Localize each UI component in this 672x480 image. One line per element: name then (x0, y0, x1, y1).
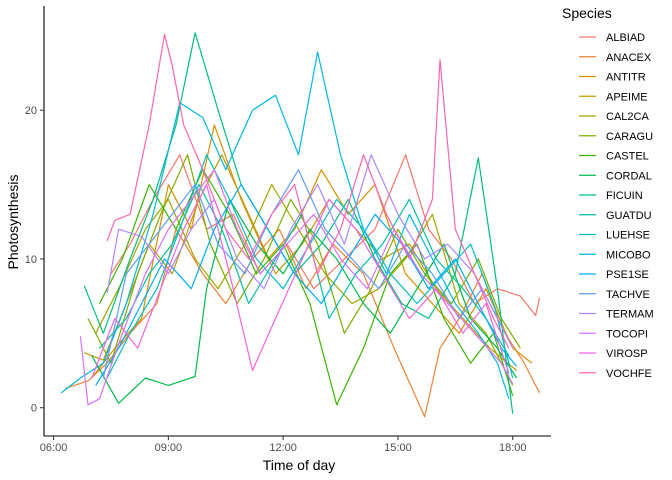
legend-label-tocopi: TOCOPI (606, 328, 648, 340)
series-line-tachve (102, 169, 506, 379)
legend-label-cordal: CORDAL (606, 170, 652, 182)
series-line-pse1se (95, 183, 518, 386)
legend-label-ficuin: FICUIN (606, 190, 643, 202)
legend-label-caragu: CARAGU (606, 131, 653, 143)
legend-label-guatdu: GUATDU (606, 210, 652, 222)
legend-label-castel: CASTEL (606, 151, 649, 163)
y-axis-title: Photosynthesis (5, 175, 21, 270)
y-tick-label: 20 (25, 105, 37, 117)
x-tick-label: 15:00 (384, 442, 412, 454)
legend-label-antitr: ANTITR (606, 72, 646, 84)
series-line-cal2ca (95, 183, 514, 386)
legend-items: ALBIAD ANACEX ANTITR APEIME CAL2CA CARAGU CAST… (579, 32, 654, 380)
x-tick-label: 09:00 (155, 442, 183, 454)
series-line-castel (98, 169, 514, 406)
legend-label-micobo: MICOBO (606, 249, 651, 261)
x-axis-ticks: 06:00 09:00 12:00 15:00 18:00 (40, 436, 527, 454)
series-line-virosp (91, 183, 510, 379)
legend-label-termam: TERMAM (606, 309, 654, 321)
x-tick-label: 06:00 (40, 442, 68, 454)
legend-label-apeime: APEIME (606, 91, 648, 103)
series-line-tocopi (79, 169, 514, 406)
plot-lines (60, 32, 541, 418)
series-line-termam (106, 154, 514, 349)
legend-label-anacex: ANACEX (606, 52, 652, 64)
y-tick-label: 10 (25, 254, 37, 266)
series-line-cordal (91, 198, 518, 404)
legend-label-albiad: ALBIAD (606, 32, 645, 44)
x-tick-label: 18:00 (499, 442, 527, 454)
legend-label-vochfe: VOCHFE (606, 368, 652, 380)
legend-label-virosp: VIROSP (606, 348, 648, 360)
legend-label-cal2ca: CAL2CA (606, 111, 649, 123)
x-axis-title: Time of day (263, 457, 336, 473)
series-line-micobo (60, 51, 510, 399)
legend-label-tachve: TACHVE (606, 289, 650, 301)
y-tick-label: 0 (31, 403, 37, 415)
legend: Species ALBIAD ANACEX ANTITR APEIME CAL2CA CA… (562, 5, 654, 380)
series-line-vochfe (106, 33, 510, 349)
legend-title: Species (562, 5, 612, 21)
legend-label-pse1se: PSE1SE (606, 269, 649, 281)
legend-label-luehse: LUEHSE (606, 230, 650, 242)
series-line-anacex (64, 228, 541, 418)
x-tick-label: 12:00 (269, 442, 297, 454)
y-axis-ticks: 0 10 20 (25, 105, 44, 415)
